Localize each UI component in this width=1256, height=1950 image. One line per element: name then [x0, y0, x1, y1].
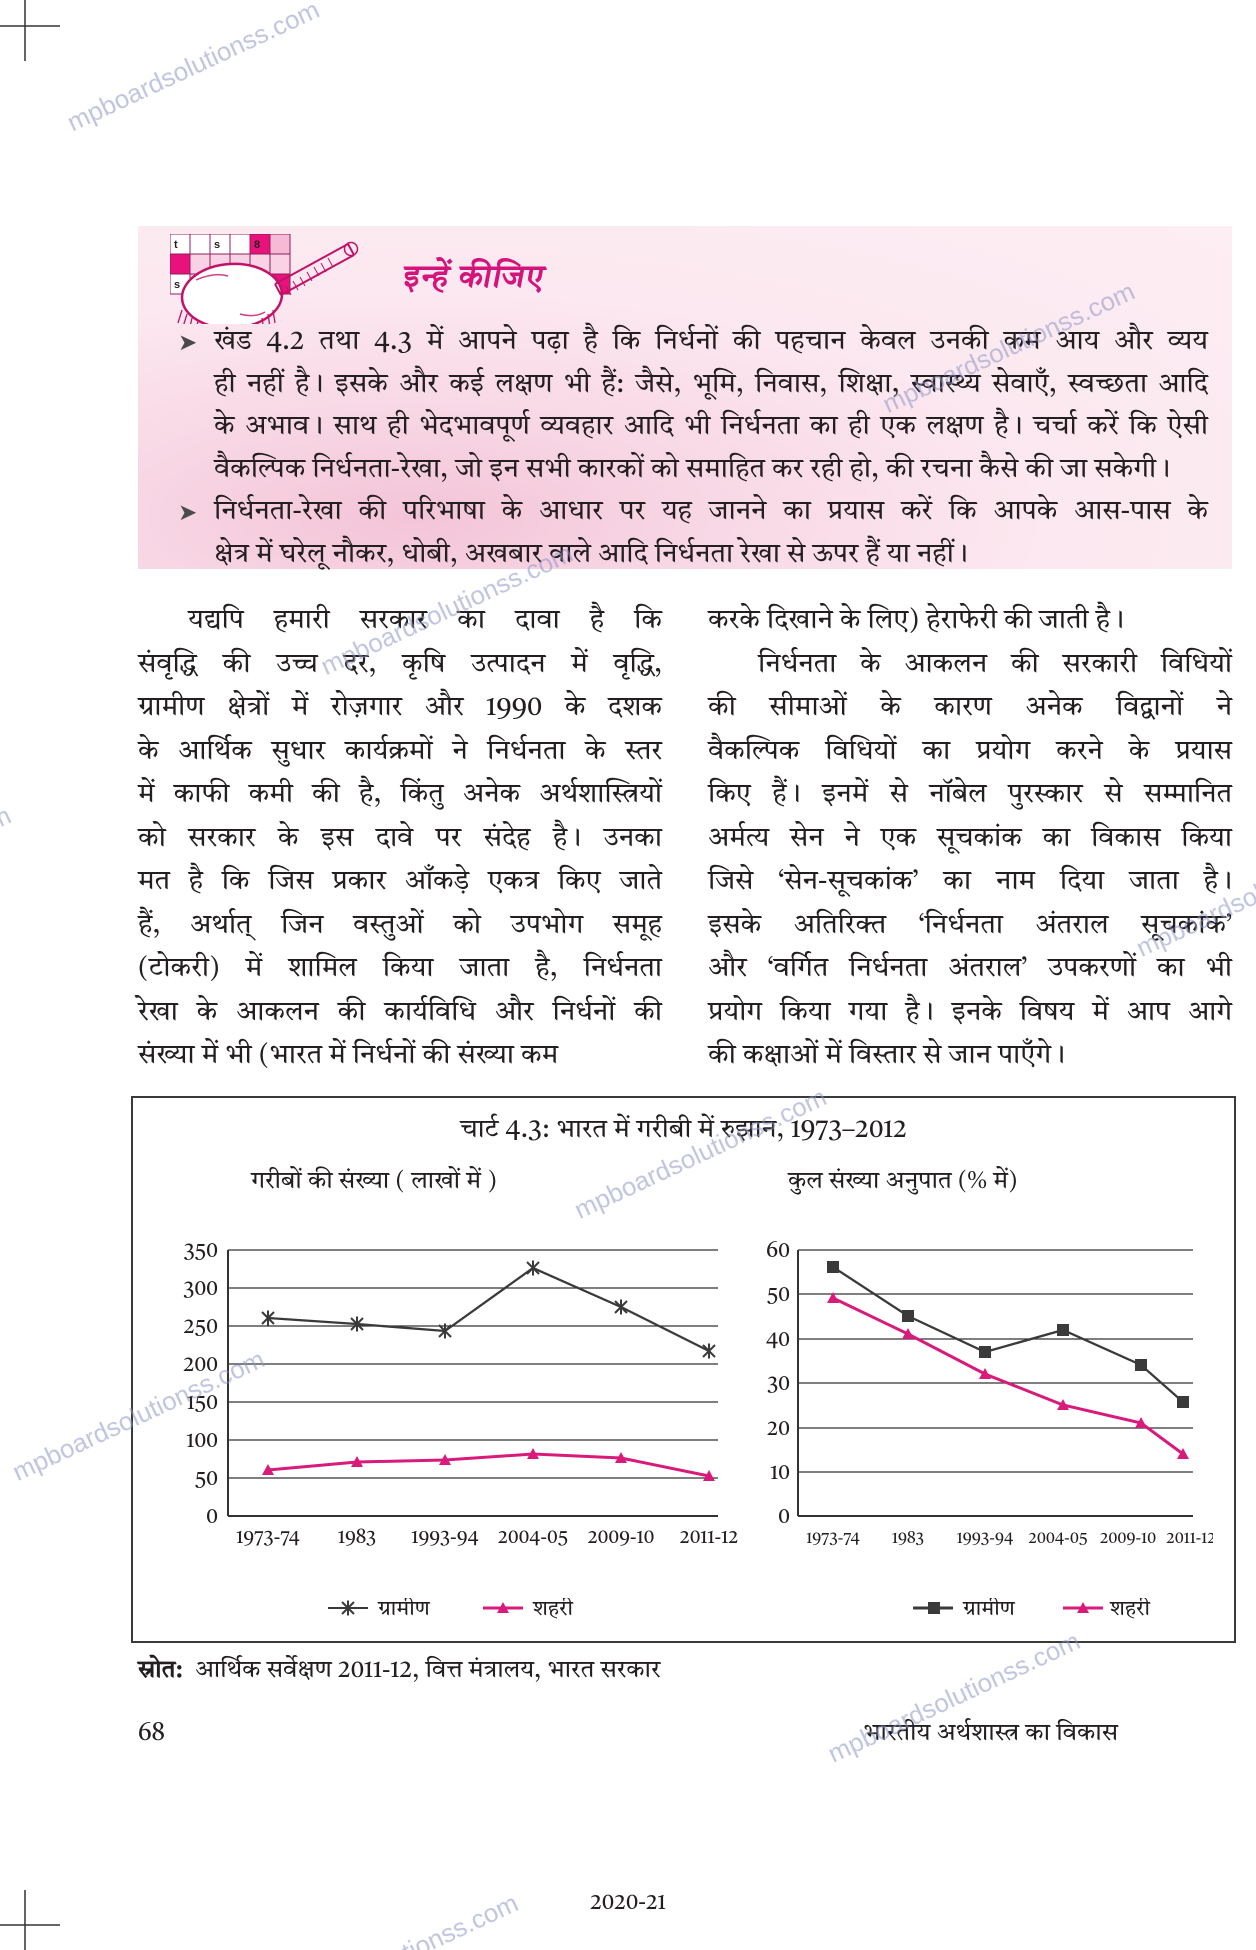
svg-text:300: 300 [183, 1280, 218, 1301]
svg-text:8: 8 [254, 239, 260, 251]
svg-text:40: 40 [766, 1331, 790, 1352]
svg-text:150: 150 [187, 1394, 218, 1415]
svg-text:0: 0 [778, 1508, 790, 1529]
svg-text:50: 50 [767, 1286, 790, 1307]
svg-text:1983: 1983 [892, 1531, 924, 1547]
svg-text:2011-12: 2011-12 [680, 1529, 739, 1548]
svg-text:10: 10 [770, 1464, 790, 1485]
svg-text:2004-05: 2004-05 [1028, 1531, 1087, 1547]
svg-text:शहरी: शहरी [1109, 1598, 1151, 1621]
svg-text:1983: 1983 [338, 1529, 376, 1548]
svg-text:0: 0 [206, 1508, 218, 1529]
svg-text:1973-74: 1973-74 [236, 1529, 300, 1548]
svg-text:50: 50 [195, 1470, 218, 1491]
svg-text:350: 350 [184, 1242, 218, 1263]
svg-text:s: s [214, 239, 220, 251]
svg-text:ग्रामीण: ग्रामीण [377, 1598, 431, 1621]
svg-text:शहरी: शहरी [532, 1598, 574, 1621]
svg-text:100: 100 [187, 1432, 218, 1453]
svg-text:s: s [174, 279, 180, 291]
svg-text:1973-74: 1973-74 [806, 1531, 860, 1547]
svg-text:30: 30 [767, 1375, 790, 1396]
svg-text:200: 200 [183, 1356, 218, 1377]
svg-text:2009-10: 2009-10 [588, 1529, 655, 1548]
svg-text:2004-05: 2004-05 [498, 1529, 568, 1548]
svg-text:t: t [174, 239, 178, 251]
svg-text:250: 250 [184, 1318, 218, 1339]
svg-text:20: 20 [767, 1420, 790, 1441]
svg-text:2009-10: 2009-10 [1100, 1531, 1156, 1547]
svg-text:60: 60 [766, 1242, 790, 1263]
svg-text:2011-12: 2011-12 [1166, 1531, 1213, 1547]
svg-text:1993-94: 1993-94 [957, 1531, 1014, 1547]
svg-text:1993-94: 1993-94 [411, 1529, 478, 1548]
svg-text:ग्रामीण: ग्रामीण [962, 1598, 1016, 1621]
